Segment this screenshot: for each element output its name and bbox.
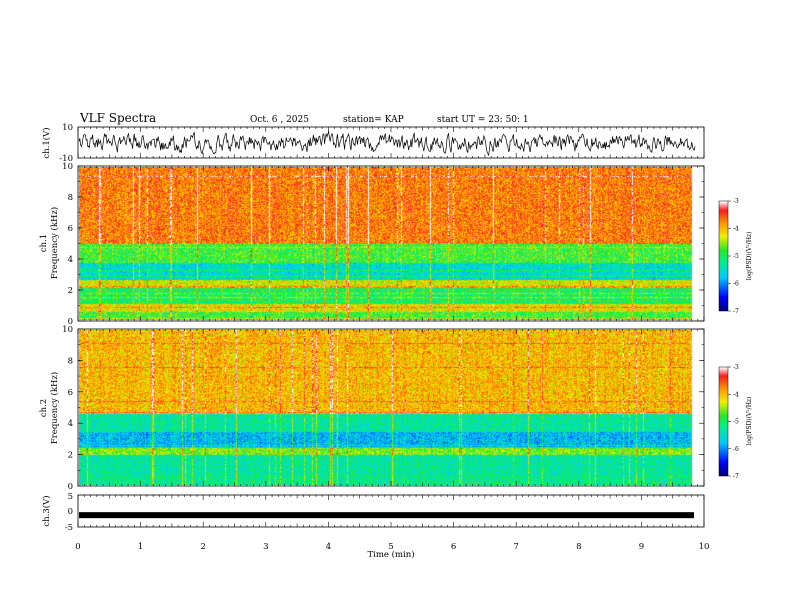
ch2-colorbar: -3 -4 -5 -6 -7 log(PSD)(V²/Hz) xyxy=(718,364,753,480)
ch1-ytick-label: 10 xyxy=(62,162,73,172)
ch1-spectrogram-panel: 0 2 4 6 8 10 ch.1 Frequency (kHz) xyxy=(39,162,705,327)
time-tick-label: 10 xyxy=(699,542,710,552)
ch1-waveform-panel: 10 -10 ch.1(V) xyxy=(41,123,705,164)
ch1-ytick-label: 2 xyxy=(68,286,73,296)
ch2-channel-label: ch.2 xyxy=(39,399,49,417)
ch1-ytick-label: 8 xyxy=(68,193,73,203)
ch3-ytick-bottom: -5 xyxy=(65,523,73,533)
time-tick-label: 3 xyxy=(263,542,268,552)
time-tick-label: 7 xyxy=(513,542,518,552)
time-tick-label: 9 xyxy=(639,542,644,552)
ch2-colorbar-gradient xyxy=(719,367,728,476)
figure-title: VLF Spectra xyxy=(79,111,156,125)
ch3-waveform-trace xyxy=(79,512,694,519)
ch2-ytick-label: 4 xyxy=(68,419,73,429)
station-label: station= KAP xyxy=(343,115,404,125)
ch1-spectrogram-ticks xyxy=(77,165,705,322)
ch1-channel-label: ch.1 xyxy=(39,234,49,252)
ch1-colorbar-tick-label: -3 xyxy=(733,198,739,205)
time-tick-label: 6 xyxy=(451,542,456,552)
ch2-spectrogram-image xyxy=(79,330,703,485)
ch2-colorbar-tick-label: -4 xyxy=(733,391,739,398)
ch1-colorbar-gradient xyxy=(719,201,728,311)
time-tick-labels: 0 1 2 3 4 5 6 7 8 9 10 xyxy=(75,542,709,552)
ch2-ytick-label: 2 xyxy=(68,451,73,461)
ch3-ytick-top: 5 xyxy=(68,492,73,502)
ch2-ytick-label: 6 xyxy=(68,388,73,398)
ch1-frequency-tick-labels: 0 2 4 6 8 10 xyxy=(62,162,73,327)
time-axis-label: Time (min) xyxy=(367,549,414,560)
time-tick-label: 0 xyxy=(75,542,80,552)
ch3-waveform-ylabel: ch.3(V) xyxy=(41,495,52,526)
ch1-colorbar-tick-label: -5 xyxy=(733,253,739,260)
ch1-waveform-ticks xyxy=(77,127,705,158)
ch2-spectrogram-panel: 0 2 4 6 8 10 ch.2 Frequency (kHz) xyxy=(39,325,705,492)
ch1-waveform-line xyxy=(78,131,696,157)
ch1-colorbar-ticks: -3 -4 -5 -6 -7 xyxy=(728,198,739,315)
time-tick-label: 5 xyxy=(388,542,393,552)
ch1-colorbar-tick-label: -4 xyxy=(733,226,739,233)
start-time-label: start UT = 23: 50: 1 xyxy=(437,115,529,125)
ch2-spectrogram-ticks xyxy=(77,328,705,487)
ch1-waveform-ylabel: ch.1(V) xyxy=(41,127,52,158)
ch1-ytick-label: 6 xyxy=(68,224,73,234)
ch1-colorbar-label: log(PSD)(V²/Hz) xyxy=(746,232,753,281)
ch1-frequency-ylabel: Frequency (kHz) xyxy=(49,207,60,279)
time-tick-label: 8 xyxy=(576,542,581,552)
time-tick-label: 4 xyxy=(326,542,331,552)
time-tick-label: 2 xyxy=(200,542,205,552)
date-label: Oct. 6 , 2025 xyxy=(250,115,309,125)
ch1-colorbar: -3 -4 -5 -6 -7 log(PSD)(V²/Hz) xyxy=(718,198,753,315)
time-tick-label: 1 xyxy=(138,542,143,552)
ch2-colorbar-tick-label: -6 xyxy=(733,446,739,453)
ch2-ytick-label: 0 xyxy=(68,482,73,492)
ch3-waveform-panel: 5 0 -5 ch.3(V) 0 1 2 3 4 5 6 7 8 9 10 Time (min) xyxy=(41,492,709,560)
ch1-colorbar-tick-label: -6 xyxy=(733,281,739,288)
ch2-ytick-label: 8 xyxy=(68,356,73,366)
ch1-colorbar-tick-label: -7 xyxy=(733,308,739,315)
ch1-ytick-label: 4 xyxy=(68,255,73,265)
ch2-colorbar-tick-label: -7 xyxy=(733,473,739,480)
ch2-colorbar-label: log(PSD)(V²/Hz) xyxy=(746,397,753,446)
ch2-colorbar-tick-label: -3 xyxy=(733,364,739,371)
ch3-ytick-middle: 0 xyxy=(68,507,73,517)
ch2-frequency-ylabel: Frequency (kHz) xyxy=(49,372,60,444)
ch1-ytick-label: 0 xyxy=(68,317,73,327)
ch2-colorbar-ticks: -3 -4 -5 -6 -7 xyxy=(728,364,739,480)
ch2-ytick-label: 10 xyxy=(62,325,73,335)
ch2-frequency-tick-labels: 0 2 4 6 8 10 xyxy=(62,325,73,492)
ch1-ytick-bottom: -10 xyxy=(59,154,73,164)
ch1-spectrogram-image xyxy=(79,167,703,320)
ch3-waveform-ticks xyxy=(77,495,705,527)
ch2-colorbar-tick-label: -5 xyxy=(733,419,739,426)
ch1-ytick-top: 10 xyxy=(62,123,73,133)
